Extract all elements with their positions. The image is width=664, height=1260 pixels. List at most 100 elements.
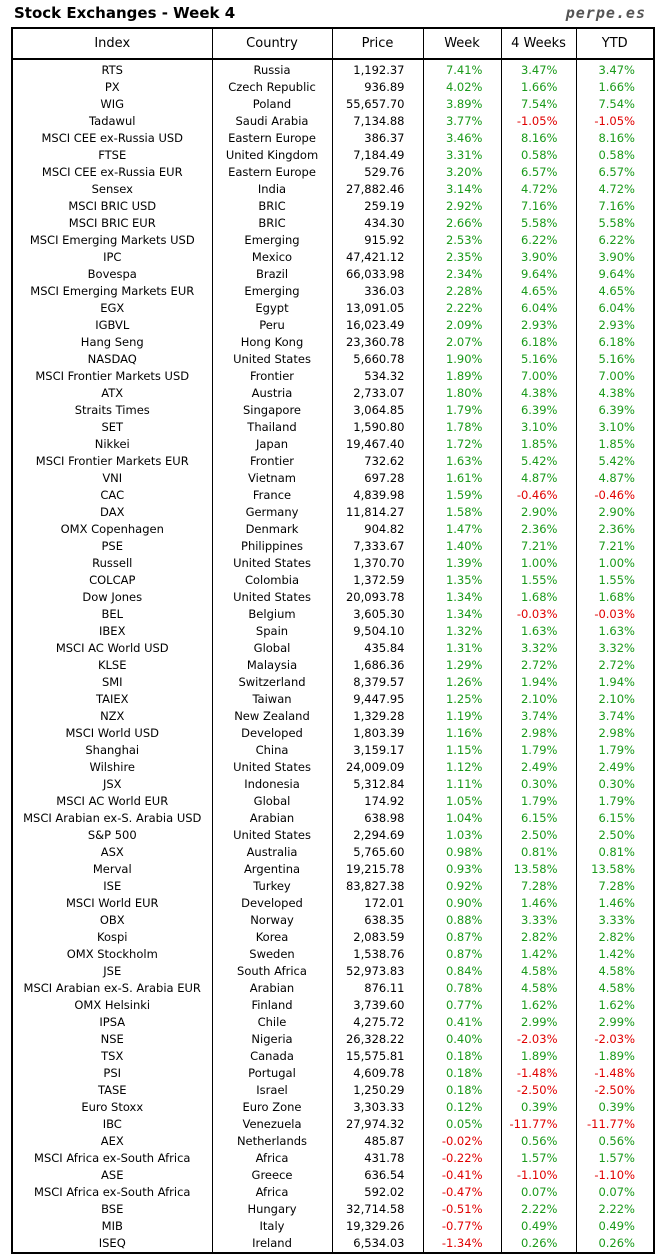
table-row: MSCI Africa ex-South Africa Africa 431.78-… [12, 1150, 654, 1167]
table-row: MIB Italy 19,329.26 -0.77% 0.49% 0.49% [12, 1218, 654, 1235]
index-cell: AEX [100, 1134, 124, 1148]
index-cell: Bovespa [87, 267, 137, 281]
index-cell: Wilshire [89, 760, 136, 774]
four-week-change-cell: 9.64% [500, 266, 576, 283]
table-row: ASX Australia 5,765.60 0.98% 0.81% 0.81% [12, 844, 654, 861]
four-week-change-cell: 6.57% [500, 164, 576, 181]
ytd-change-cell: 1.63% [575, 623, 654, 640]
index-cell: WIG [100, 97, 125, 111]
table-row: WIG Poland 55,657.70 3.89% 7.54% 7.54% [12, 96, 654, 113]
index-cell: Merval [92, 862, 132, 876]
price-cell: 9,504.10 [331, 623, 423, 640]
table-row: ATX Austria 2,733.07 1.80% 4.38% 4.38% [12, 385, 654, 402]
week-change-cell: 2.34% [422, 266, 501, 283]
index-cell: OMX Copenhagen [60, 522, 164, 536]
four-week-change-cell: 3.10% [500, 419, 576, 436]
stock-exchanges-table: Index Country Price Week 4 Weeks YTD RTS… [11, 27, 655, 1254]
price-cell: 1,329.28 [331, 708, 423, 725]
index-cell: KLSE [97, 658, 127, 672]
ytd-change-cell: 2.99% [575, 1014, 654, 1031]
week-change-cell: -0.02% [422, 1133, 501, 1150]
ytd-change-cell: 7.54% [575, 96, 654, 113]
four-week-change-cell: 7.28% [500, 878, 576, 895]
week-change-cell: 0.18% [422, 1065, 501, 1082]
four-week-change-cell: 2.22% [500, 1201, 576, 1218]
country-cell: Spain [211, 623, 332, 640]
country-cell: Portugal [211, 1065, 332, 1082]
week-change-cell: 1.90% [422, 351, 501, 368]
price-cell: 11,814.27 [331, 504, 423, 521]
country-cell: Emerging [211, 283, 332, 300]
table-row: AEX Netherlands 485.87 -0.02% 0.56% 0.56% [12, 1133, 654, 1150]
week-change-cell: 1.47% [422, 521, 501, 538]
table-row: OBX Norway 638.35 0.88% 3.33% 3.33% [12, 912, 654, 929]
index-cell: IPC [103, 250, 122, 264]
index-cell: OBX [99, 913, 125, 927]
index-cell: COLCAP [89, 573, 136, 587]
ytd-change-cell: 2.98% [575, 725, 654, 742]
country-cell: Egypt [211, 300, 332, 317]
ytd-change-cell: 6.39% [575, 402, 654, 419]
index-cell: OMX Stockholm [66, 947, 158, 961]
index-cell: MSCI Africa ex-South Africa [34, 1185, 191, 1199]
table-row: CAC France 4,839.98 1.59% -0.46% -0.46% [12, 487, 654, 504]
price-cell: 259.19 [331, 198, 423, 215]
week-change-cell: 0.18% [422, 1048, 501, 1065]
price-cell: 19,467.40 [331, 436, 423, 453]
table-row: IPSA Chile 4,275.72 0.41% 2.99% 2.99% [12, 1014, 654, 1031]
country-cell: New Zealand [211, 708, 332, 725]
price-cell: 1,803.39 [331, 725, 423, 742]
week-change-cell: 2.28% [422, 283, 501, 300]
price-cell: 7,333.67 [331, 538, 423, 555]
ytd-change-cell: 1.00% [575, 555, 654, 572]
four-week-change-cell: 2.49% [500, 759, 576, 776]
ytd-change-cell: 1.94% [575, 674, 654, 691]
four-week-change-cell: 7.54% [500, 96, 576, 113]
four-week-change-cell: 2.72% [500, 657, 576, 674]
price-cell: 55,657.70 [331, 96, 423, 113]
column-header: Index [12, 28, 212, 60]
price-cell: 5,312.84 [331, 776, 423, 793]
four-week-change-cell: 1.63% [500, 623, 576, 640]
week-change-cell: 1.05% [422, 793, 501, 810]
index-cell: SET [101, 420, 124, 434]
four-week-change-cell: 4.87% [500, 470, 576, 487]
week-change-cell: 1.72% [422, 436, 501, 453]
ytd-change-cell: 5.58% [575, 215, 654, 232]
four-week-change-cell: 1.62% [500, 997, 576, 1014]
four-week-change-cell: 4.38% [500, 385, 576, 402]
ytd-change-cell: 0.07% [575, 1184, 654, 1201]
country-cell: Euro Zone [211, 1099, 332, 1116]
week-change-cell: 0.78% [422, 980, 501, 997]
price-cell: 3,303.33 [331, 1099, 423, 1116]
price-cell: 4,275.72 [331, 1014, 423, 1031]
table-row: JSE South Africa 52,973.83 0.84% 4.58% 4.58% [12, 963, 654, 980]
price-cell: 52,973.83 [331, 963, 423, 980]
table-row: MSCI CEE ex-Russia EUR Eastern Europe 529.… [12, 164, 654, 181]
ytd-change-cell: 0.81% [575, 844, 654, 861]
week-change-cell: 1.16% [422, 725, 501, 742]
country-cell: Global [211, 793, 332, 810]
week-change-cell: -0.51% [422, 1201, 501, 1218]
week-change-cell: 1.39% [422, 555, 501, 572]
table-row: Merval Argentina 19,215.78 0.93% 13.58% 13.58… [12, 861, 654, 878]
price-cell: 19,215.78 [331, 861, 423, 878]
table-row: BEL Belgium 3,605.30 1.34% -0.03% -0.03% [12, 606, 654, 623]
week-change-cell: 1.15% [422, 742, 501, 759]
price-cell: 485.87 [331, 1133, 423, 1150]
four-week-change-cell: -0.46% [500, 487, 576, 504]
ytd-change-cell: 2.90% [575, 504, 654, 521]
week-change-cell: 1.80% [422, 385, 501, 402]
index-cell: TASE [97, 1083, 127, 1097]
ytd-change-cell: -1.05% [575, 113, 654, 130]
ytd-change-cell: 1.79% [575, 793, 654, 810]
country-cell: Japan [211, 436, 332, 453]
table-row: PSE Philippines 7,333.67 1.40% 7.21% 7.21% [12, 538, 654, 555]
country-cell: Malaysia [211, 657, 332, 674]
price-cell: 9,447.95 [331, 691, 423, 708]
country-cell: Italy [211, 1218, 332, 1235]
week-change-cell: 1.12% [422, 759, 501, 776]
index-cell: FTSE [98, 148, 127, 162]
country-cell: Peru [211, 317, 332, 334]
country-cell: Brazil [211, 266, 332, 283]
